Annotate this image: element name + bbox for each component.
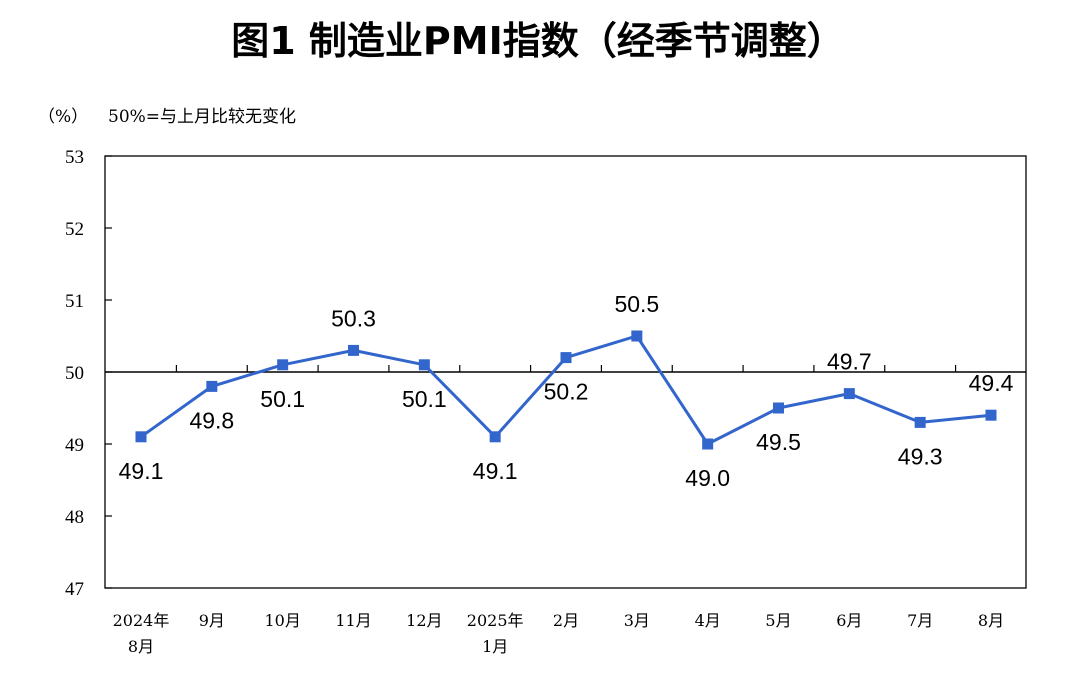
- data-label: 50.2: [544, 379, 589, 405]
- data-point-marker: [489, 431, 501, 443]
- x-tick-label: 11月: [335, 611, 371, 630]
- data-point-marker: [914, 416, 926, 428]
- data-label: 49.1: [119, 458, 164, 484]
- data-label: 49.7: [827, 349, 872, 375]
- data-point-marker: [985, 409, 997, 421]
- chart-title: 图1 制造业PMI指数（经季节调整）: [231, 19, 844, 63]
- data-labels: 49.1 49.8 50.1 50.3 50.1 49.1 50.2 50.5 49.0 49.5…: [119, 291, 1014, 491]
- data-point-marker: [277, 359, 289, 371]
- x-tick-label: 2025年: [467, 611, 524, 630]
- x-tick-label: 9月: [199, 611, 225, 630]
- data-label: 49.0: [685, 465, 730, 491]
- data-point-marker: [702, 438, 714, 450]
- y-tick-label: 47: [65, 579, 84, 600]
- y-tick-label: 53: [65, 147, 84, 168]
- x-tick-label: 2024年: [113, 611, 170, 630]
- x-tick-label-sub: 1月: [482, 637, 508, 656]
- y-tick-label: 50: [65, 363, 84, 384]
- data-label: 50.1: [260, 386, 305, 412]
- y-tick-label: 48: [65, 507, 84, 528]
- data-label: 49.4: [969, 370, 1014, 396]
- data-label: 50.3: [331, 305, 376, 331]
- x-tick-label: 4月: [695, 611, 721, 630]
- y-tick-label: 52: [65, 219, 84, 240]
- data-point-marker: [631, 330, 643, 342]
- x-tick-label-sub: 8月: [128, 637, 154, 656]
- pmi-series-markers: [135, 330, 997, 450]
- y-axis: 53 52 51 50 49 48 47: [65, 147, 112, 600]
- data-label: 50.1: [402, 386, 447, 412]
- x-tick-label: 8月: [978, 611, 1004, 630]
- data-point-marker: [418, 359, 430, 371]
- data-point-marker: [773, 402, 784, 414]
- x-tick-label: 10月: [264, 611, 300, 630]
- data-label: 49.3: [898, 443, 943, 469]
- y-tick-label: 49: [65, 435, 84, 456]
- data-label: 49.1: [473, 458, 518, 484]
- data-point-marker: [843, 388, 855, 400]
- y-unit-label: （%）: [38, 107, 88, 127]
- data-point-marker: [560, 352, 572, 364]
- x-tick-label: 6月: [836, 611, 862, 630]
- data-label: 50.5: [614, 291, 659, 317]
- data-point-marker: [348, 344, 359, 356]
- y-tick-label: 51: [65, 291, 84, 312]
- data-label: 49.8: [189, 407, 234, 433]
- x-tick-label: 3月: [624, 611, 650, 630]
- data-point-marker: [135, 431, 147, 443]
- x-axis: 2024年 8月 9月 10月 11月 12月 2025年 1月 2月 3月 4月 5月 6月 7月 8月: [113, 365, 1004, 656]
- x-tick-label: 12月: [406, 611, 442, 630]
- reference-note: 50%=与上月比较无变化: [108, 107, 296, 127]
- x-tick-label: 5月: [765, 611, 791, 630]
- x-tick-label: 7月: [907, 611, 933, 630]
- data-label: 49.5: [756, 429, 801, 455]
- data-point-marker: [206, 380, 218, 392]
- x-tick-label: 2月: [553, 611, 579, 630]
